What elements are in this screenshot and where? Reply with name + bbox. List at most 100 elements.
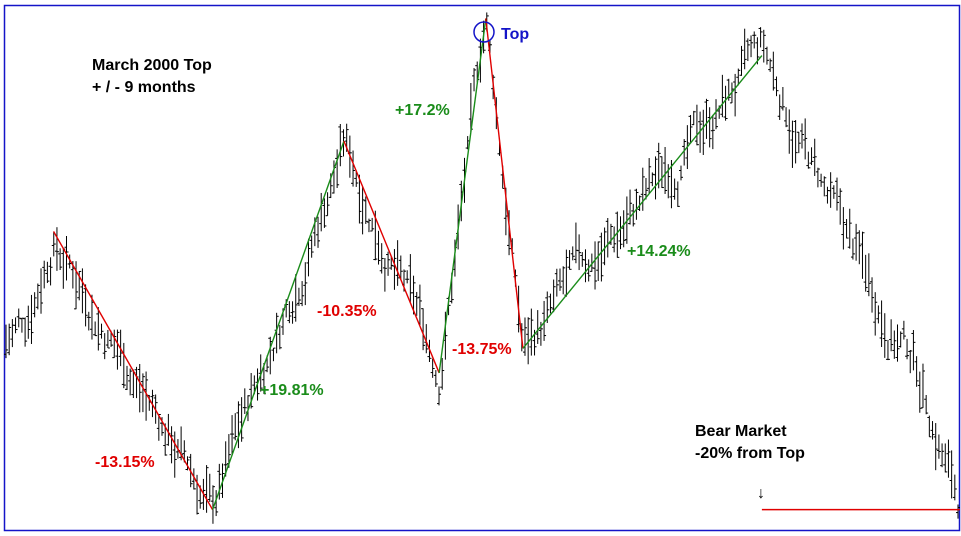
down-arrow-icon: ↓ [757, 485, 765, 502]
price-bar [389, 256, 394, 270]
price-bar [351, 150, 356, 187]
price-bar [933, 423, 938, 471]
price-bar [806, 151, 811, 169]
price-bar [370, 217, 375, 232]
price-bar [911, 330, 916, 371]
price-bar [417, 284, 422, 325]
price-bar [542, 300, 547, 341]
price-bar [430, 358, 435, 378]
price-bar [163, 423, 168, 456]
price-bar [223, 441, 228, 477]
price-bar [710, 114, 715, 150]
price-bar [656, 142, 661, 189]
price-bar [628, 189, 633, 225]
price-bar [172, 431, 177, 478]
price-bar [621, 210, 626, 248]
price-bar [26, 305, 31, 339]
price-bar [115, 329, 120, 370]
price-bar [124, 365, 129, 391]
price-bar [803, 118, 808, 160]
price-bar [23, 317, 28, 347]
price-bar [596, 241, 601, 282]
price-bar [943, 443, 948, 473]
price-bar [593, 241, 598, 290]
price-bar [940, 443, 945, 468]
price-bar [306, 238, 311, 277]
price-bar [650, 172, 655, 187]
price-bar [83, 284, 88, 327]
price-bar [437, 386, 442, 406]
price-bar [882, 313, 887, 358]
price-bar [80, 268, 85, 314]
price-bar [749, 35, 754, 58]
price-bar [586, 259, 591, 282]
price-bar [169, 426, 174, 464]
bear-market-threshold-label: -20% from Top [695, 445, 805, 462]
price-bar [863, 254, 868, 292]
price-bar [739, 45, 744, 76]
price-bar [405, 270, 410, 284]
price-bar [831, 185, 836, 199]
price-bar [210, 485, 215, 524]
price-bar [137, 363, 142, 413]
price-bar [599, 232, 604, 282]
price-bar [876, 305, 881, 324]
price-bar [936, 434, 941, 459]
swing-label: -13.75% [452, 341, 512, 358]
price-bar [742, 28, 747, 70]
price-bar [239, 397, 244, 442]
swing-label: +17.2% [395, 102, 450, 119]
price-bar [207, 473, 212, 502]
price-bar [322, 198, 327, 228]
price-bar [561, 266, 566, 295]
price-bar [905, 338, 910, 360]
price-bar [694, 104, 699, 146]
price-bar [637, 195, 642, 212]
price-bar [723, 85, 728, 121]
price-bar [577, 234, 582, 271]
price-bar [316, 216, 321, 248]
price-bar [678, 165, 683, 181]
swing-line [52, 231, 214, 511]
price-bar [714, 99, 719, 130]
price-bar [647, 158, 652, 194]
swing-label: +14.24% [627, 243, 691, 260]
price-bar [74, 261, 79, 310]
price-bar [48, 257, 53, 286]
price-bar [787, 109, 792, 154]
price-bar [675, 181, 680, 207]
price-bar [42, 260, 47, 289]
price-bar [583, 249, 588, 283]
price-bar [261, 363, 266, 395]
price-bar [105, 329, 110, 349]
price-bar [58, 248, 63, 270]
price-bar [398, 255, 403, 280]
price-bar [828, 172, 833, 208]
price-bar [13, 317, 18, 334]
price-bar [949, 450, 954, 499]
price-bar [7, 323, 12, 356]
price-bar [799, 123, 804, 149]
price-bar [472, 68, 477, 92]
price-bar [688, 114, 693, 144]
price-bar [54, 227, 59, 271]
price-bar [838, 188, 843, 225]
price-bar [230, 415, 235, 456]
price-bar [822, 176, 827, 197]
price-bar [908, 349, 913, 374]
top-marker-circle [473, 21, 495, 43]
price-bar [290, 301, 295, 324]
price-bar [615, 211, 620, 258]
price-bar [335, 149, 340, 189]
price-bar [870, 277, 875, 313]
price-bar [857, 230, 862, 265]
price-bar [296, 287, 301, 307]
price-bar [952, 474, 957, 501]
price-bar [386, 251, 391, 276]
price-bar [895, 324, 900, 362]
price-bar [930, 421, 935, 440]
price-bar [618, 216, 623, 250]
swing-lines [52, 18, 763, 511]
top-label: Top [501, 26, 529, 43]
swing-line [211, 140, 345, 510]
